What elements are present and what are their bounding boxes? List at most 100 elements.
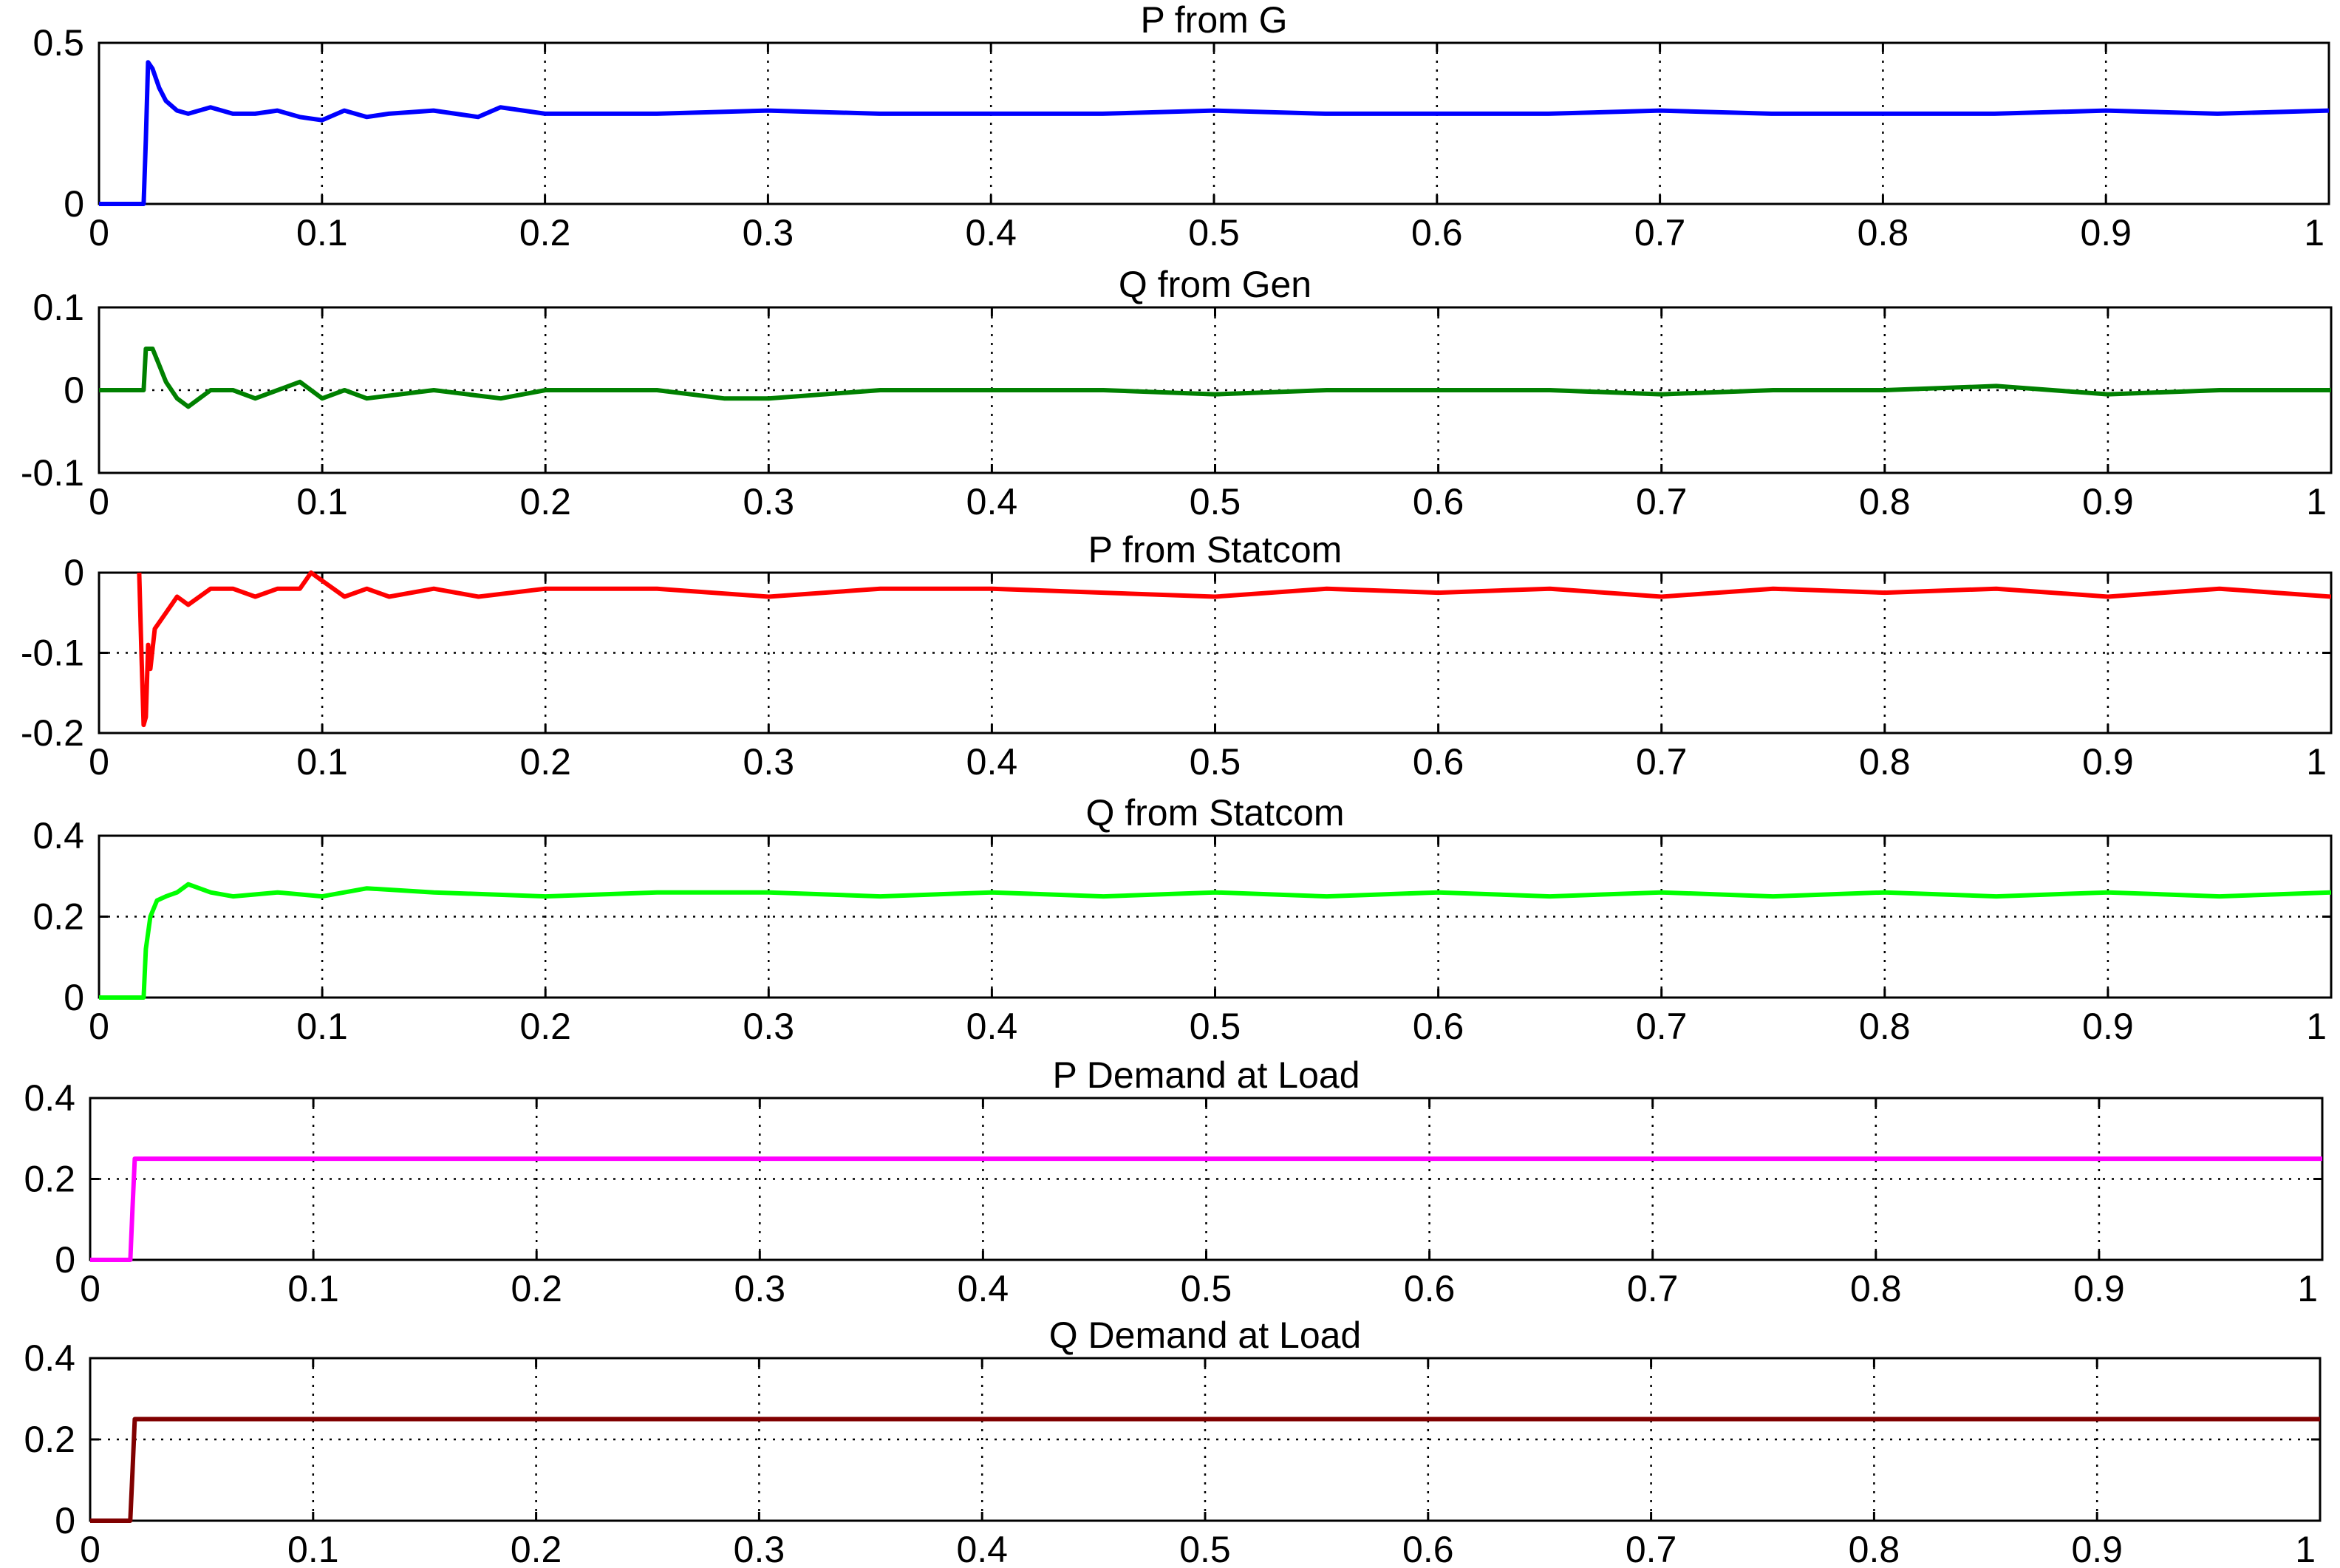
series-line (99, 882, 2331, 1000)
x-tick-label: 0.2 (519, 481, 571, 522)
x-tick-label: 0.6 (1402, 1529, 1454, 1568)
x-tick-label: 0.1 (296, 1006, 348, 1047)
x-tick-label: 0 (89, 481, 109, 522)
x-tick-label: 0.1 (287, 1268, 339, 1309)
x-tick-label: 0.4 (966, 1006, 1018, 1047)
x-tick-label: 0.7 (1627, 1268, 1679, 1309)
x-tick-label: 0 (89, 212, 109, 253)
x-tick-label: 0.2 (511, 1529, 562, 1568)
series-line (99, 60, 2329, 206)
x-tick-label: 0.8 (1859, 481, 1911, 522)
x-tick-label: 0.7 (1636, 741, 1688, 783)
x-tick-label: 0.7 (1626, 1529, 1677, 1568)
x-tick-label: 0.5 (1179, 1529, 1231, 1568)
subplot-title: P Demand at Load (1052, 1054, 1360, 1096)
y-tick-label: 0 (64, 552, 84, 593)
subplot-1: 0 0.1 0.2 0.3 0.4 0.5 0.6 0.7 0.8 0.9 1 0 0.5 P from … (33, 0, 2330, 253)
series-line (137, 570, 2331, 728)
x-tick-label: 0.5 (1181, 1268, 1232, 1309)
x-tick-label: 1 (2306, 741, 2327, 783)
y-tick-label: 0.2 (24, 1159, 75, 1200)
x-tick-label: 0.8 (1849, 1529, 1900, 1568)
x-tick-label: 0.4 (958, 1268, 1009, 1309)
x-tick-label: 0.7 (1636, 481, 1688, 522)
subplot-title: Q from Gen (1119, 264, 1311, 305)
subplot-5: 0 0.1 0.2 0.3 0.4 0.5 0.6 0.7 0.8 0.9 1 0 0.2 0.4 P De… (24, 1054, 2324, 1309)
x-tick-label: 0.6 (1404, 1268, 1456, 1309)
series-line (90, 1417, 2320, 1523)
x-tick-label: 0.9 (2080, 212, 2132, 253)
x-tick-label: 0.8 (1859, 1006, 1911, 1047)
x-tick-label: 0 (80, 1529, 100, 1568)
x-tick-label: 0.3 (743, 481, 795, 522)
x-tick-label: 0 (80, 1268, 100, 1309)
x-tick-label: 1 (2306, 1006, 2327, 1047)
x-tick-label: 1 (2297, 1268, 2318, 1309)
x-tick-label: 0.6 (1411, 212, 1463, 253)
subplot-2: 0 0.1 0.2 0.3 0.4 0.5 0.6 0.7 0.8 0.9 1-0.100.1Q f… (21, 264, 2333, 522)
y-tick-label: 0 (64, 369, 84, 411)
x-tick-label: 0.4 (956, 1529, 1008, 1568)
subplot-6: 0 0.1 0.2 0.3 0.4 0.5 0.6 0.7 0.8 0.9 1 0 0.2 0.4 Q De… (24, 1315, 2322, 1568)
y-tick-label: 0.2 (33, 896, 84, 938)
y-tick-label: 0.4 (24, 1337, 75, 1379)
x-tick-label: 0 (89, 1006, 109, 1047)
subplot-title: Q Demand at Load (1049, 1315, 1362, 1356)
series-line (90, 1156, 2322, 1262)
y-tick-label: -0.1 (21, 633, 84, 674)
x-tick-label: 0.1 (296, 741, 348, 783)
y-tick-label: 0.2 (24, 1419, 75, 1460)
x-tick-label: 0.2 (519, 212, 571, 253)
x-tick-label: 0.6 (1413, 1006, 1464, 1047)
subplot-title: P from G (1140, 0, 1287, 41)
x-tick-label: 0.2 (519, 741, 571, 783)
x-tick-label: 1 (2306, 481, 2327, 522)
x-tick-label: 1 (2304, 212, 2324, 253)
x-tick-label: 0.8 (1859, 741, 1911, 783)
x-tick-label: 0.9 (2082, 1006, 2134, 1047)
x-tick-label: 0 (89, 741, 109, 783)
y-tick-label: 0.4 (33, 815, 84, 856)
series-line (99, 347, 2331, 409)
x-tick-label: 0.3 (734, 1529, 785, 1568)
y-tick-label: 0 (64, 183, 84, 225)
y-tick-label: 0.4 (24, 1077, 75, 1119)
x-tick-label: 0.9 (2071, 1529, 2123, 1568)
x-tick-label: 0.3 (743, 1006, 795, 1047)
x-tick-label: 0.1 (287, 1529, 339, 1568)
x-tick-label: 0.3 (743, 212, 794, 253)
x-tick-label: 0.5 (1190, 1006, 1241, 1047)
x-tick-label: 0.3 (743, 741, 795, 783)
x-tick-label: 0.9 (2082, 481, 2134, 522)
subplot-4: 0 0.1 0.2 0.3 0.4 0.5 0.6 0.7 0.8 0.9 1 0 0.2 0.4 Q fr… (33, 792, 2333, 1047)
x-tick-label: 0.9 (2073, 1268, 2125, 1309)
x-tick-label: 0.4 (965, 212, 1017, 253)
x-tick-label: 0.3 (734, 1268, 786, 1309)
x-tick-label: 0.5 (1190, 481, 1241, 522)
x-tick-label: 0.2 (511, 1268, 562, 1309)
x-tick-label: 0.5 (1190, 741, 1241, 783)
subplot-title: Q from Statcom (1085, 792, 1344, 834)
y-tick-label: 0.5 (33, 22, 84, 64)
x-tick-label: 0.6 (1413, 741, 1464, 783)
y-tick-label: 0 (55, 1500, 75, 1541)
x-tick-label: 0.7 (1634, 212, 1686, 253)
x-tick-label: 0.7 (1636, 1006, 1688, 1047)
subplot-title: P from Statcom (1088, 529, 1343, 570)
x-tick-label: 0.8 (1850, 1268, 1902, 1309)
y-tick-label: 0 (64, 977, 84, 1018)
y-tick-label: 0.1 (33, 287, 84, 328)
x-tick-label: 0.9 (2082, 741, 2134, 783)
x-tick-label: 0.8 (1858, 212, 1909, 253)
x-tick-label: 1 (2295, 1529, 2316, 1568)
x-tick-label: 0.2 (519, 1006, 571, 1047)
x-tick-label: 0.1 (296, 481, 348, 522)
subplot-3: 0 0.1 0.2 0.3 0.4 0.5 0.6 0.7 0.8 0.9 1 -0.2 -0.1 0 P … (21, 529, 2333, 783)
y-tick-label: 0 (55, 1239, 75, 1281)
x-tick-label: 0.5 (1188, 212, 1240, 253)
x-tick-label: 0.6 (1413, 481, 1464, 522)
x-tick-label: 0.4 (966, 481, 1018, 522)
y-tick-label: -0.2 (21, 712, 84, 754)
